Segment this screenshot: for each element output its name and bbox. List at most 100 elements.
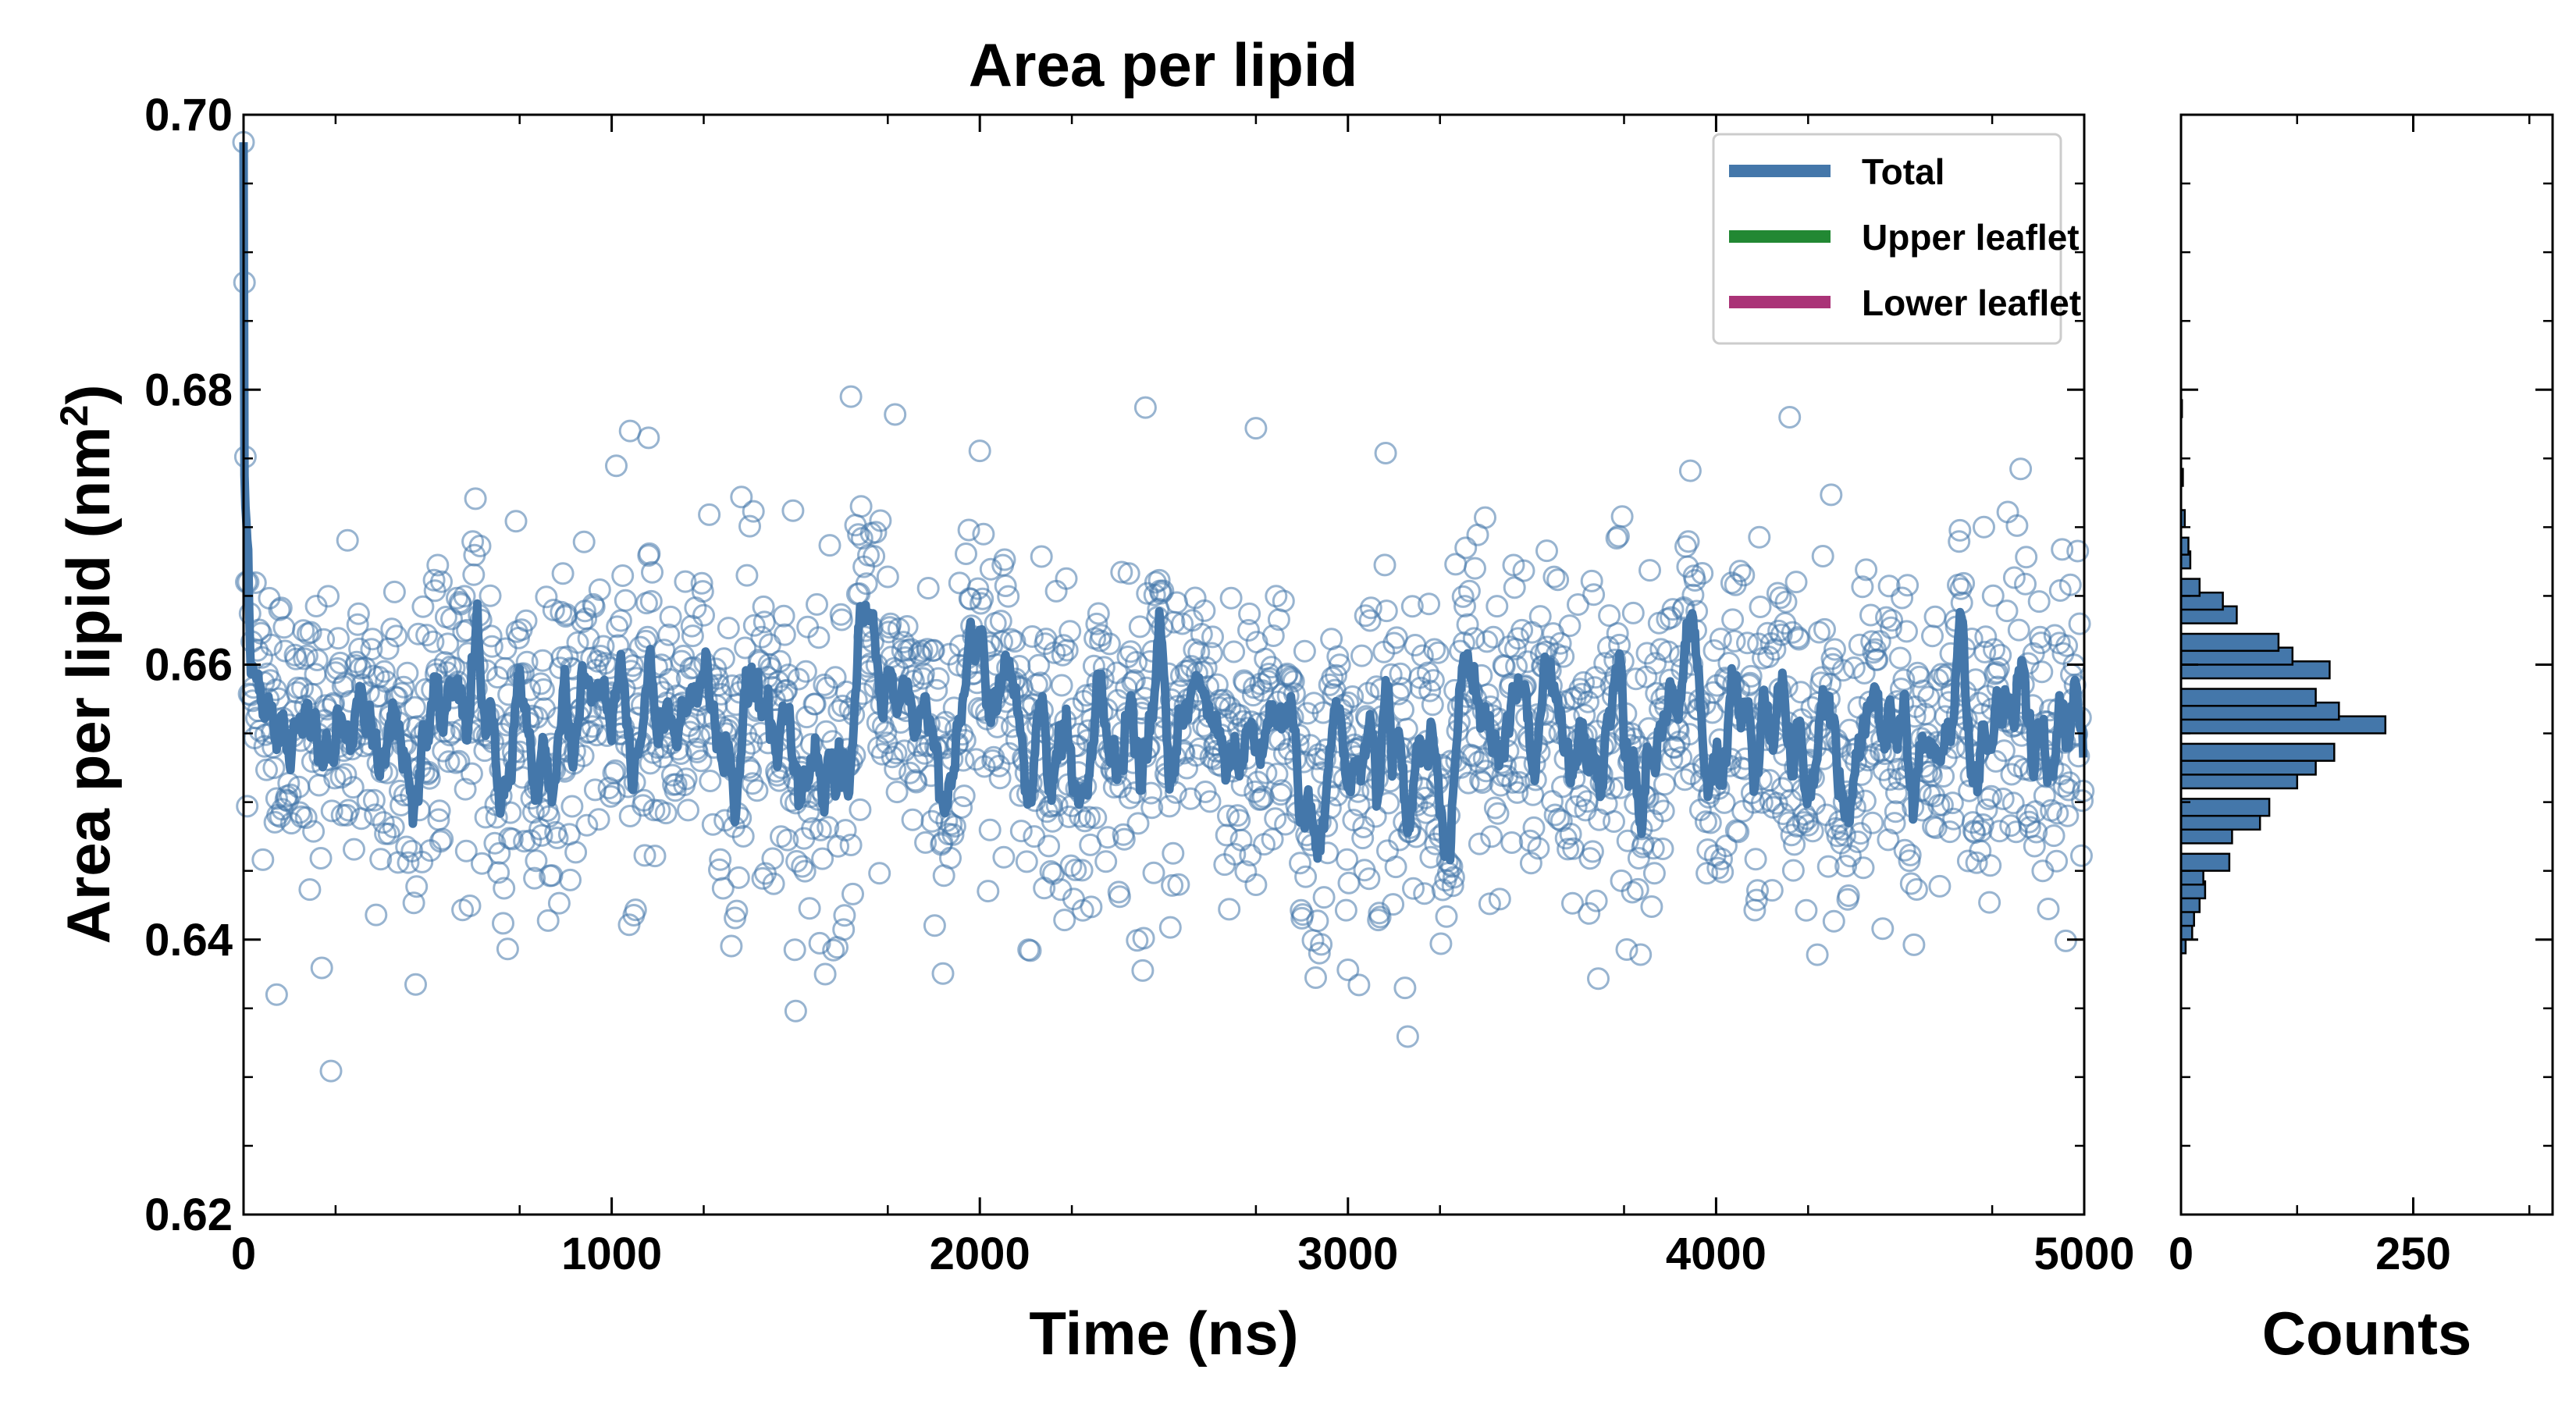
scatter-point <box>1304 966 1327 989</box>
scatter-point <box>752 595 775 618</box>
scatter-point <box>1326 645 1350 668</box>
scatter-point <box>1651 838 1674 860</box>
scatter-point <box>1769 586 1792 610</box>
scatter-point <box>1308 941 1331 965</box>
scatter-point <box>1973 515 1995 539</box>
scatter-point <box>438 724 461 747</box>
scatter-point <box>1644 652 1667 675</box>
scatter-point <box>1312 886 1336 909</box>
scatter-point <box>939 846 962 870</box>
scatter-point <box>868 862 891 885</box>
scatter-point <box>1851 575 1874 599</box>
scatter-point <box>460 762 483 785</box>
scatter-point <box>1661 598 1685 621</box>
scatter-point <box>1435 905 1458 928</box>
scatter-point <box>346 613 369 636</box>
scatter-point <box>1627 847 1650 870</box>
scatter-point <box>1373 553 1397 577</box>
scatter-point <box>1027 653 1051 677</box>
scatter-point <box>1451 585 1475 608</box>
scatter-point <box>1239 844 1262 866</box>
scatter-point <box>717 617 740 640</box>
histogram-bar <box>2179 742 2336 762</box>
scatter-point <box>1384 855 1407 879</box>
scatter-point <box>405 875 429 898</box>
scatter-point <box>1171 612 1194 635</box>
scatter-point <box>1788 628 1810 651</box>
scatter-point <box>941 823 965 846</box>
scatter-point <box>2027 590 2051 614</box>
scatter-point <box>1988 820 2011 843</box>
scatter-point <box>1270 779 1293 802</box>
scatter-point <box>1457 771 1480 795</box>
scatter-point <box>750 625 774 649</box>
scatter-point <box>1488 887 1511 911</box>
scatter-point <box>1569 784 1592 808</box>
scatter-point <box>1561 891 1584 915</box>
scatter-point <box>847 523 870 546</box>
scatter-point <box>2051 538 2074 561</box>
scatter-point <box>1418 592 1441 616</box>
scatter-point <box>839 385 863 408</box>
scatter-point <box>813 962 837 986</box>
scatter-point <box>1559 823 1582 845</box>
scatter-point <box>1528 605 1552 628</box>
scatter-point <box>611 564 635 587</box>
scatter-point <box>523 866 546 890</box>
scatter-point <box>1770 623 1793 646</box>
scatter-point <box>689 749 713 773</box>
scatter-point <box>1321 666 1344 689</box>
scatter-point <box>504 510 528 533</box>
scatter-point <box>927 667 950 690</box>
scatter-point <box>1471 771 1494 794</box>
scatter-point <box>2042 824 2065 848</box>
scatter-point <box>1638 559 1661 582</box>
scatter-point <box>365 903 388 927</box>
scatter-point <box>302 820 326 843</box>
scatter-point <box>681 624 704 648</box>
scatter-point <box>1948 530 1971 553</box>
scatter-point <box>986 715 1009 738</box>
scatter-point <box>294 806 318 829</box>
y-tick-label: 0.70 <box>144 90 233 140</box>
scatter-point <box>1402 877 1425 900</box>
scatter-point <box>1811 545 1834 567</box>
scatter-point <box>382 580 406 603</box>
scatter-point <box>372 660 396 683</box>
scatter-point <box>533 697 556 720</box>
scatter-point <box>1110 560 1133 584</box>
scatter-point <box>657 623 681 646</box>
scatter-point <box>2068 612 2091 635</box>
scatter-point <box>1426 641 1450 664</box>
scatter-point <box>1085 612 1108 635</box>
histogram-bar <box>2179 852 2231 872</box>
scatter-point <box>236 795 259 818</box>
scatter-point <box>796 615 820 638</box>
scatter-point <box>603 781 626 805</box>
scatter-point <box>1727 820 1750 844</box>
scatter-point <box>2030 631 2053 655</box>
scatter-point <box>1416 661 1439 685</box>
scatter-point <box>323 767 347 790</box>
scatter-point <box>2070 844 2093 867</box>
scatter-point <box>1820 483 1843 507</box>
scatter-point <box>382 816 405 838</box>
scatter-point <box>1941 791 1964 815</box>
scatter-point <box>1626 877 1649 901</box>
scatter-point <box>464 487 487 510</box>
scatter-point <box>1610 505 1634 528</box>
scatter-point <box>1310 933 1333 956</box>
scatter-point <box>1506 781 1529 804</box>
scatter-point <box>849 798 872 821</box>
scatter-point <box>1293 639 1316 663</box>
scatter-point <box>1750 791 1774 814</box>
scatter-point <box>940 813 963 836</box>
scatter-point <box>1823 638 1846 661</box>
scatter-point <box>1801 820 1824 843</box>
scatter-point <box>1336 959 1360 981</box>
scatter-point <box>1699 811 1722 834</box>
scatter-point <box>1898 843 1922 866</box>
scatter-point <box>864 521 888 544</box>
scatter-point <box>1368 905 1392 929</box>
scatter-point <box>677 799 699 822</box>
